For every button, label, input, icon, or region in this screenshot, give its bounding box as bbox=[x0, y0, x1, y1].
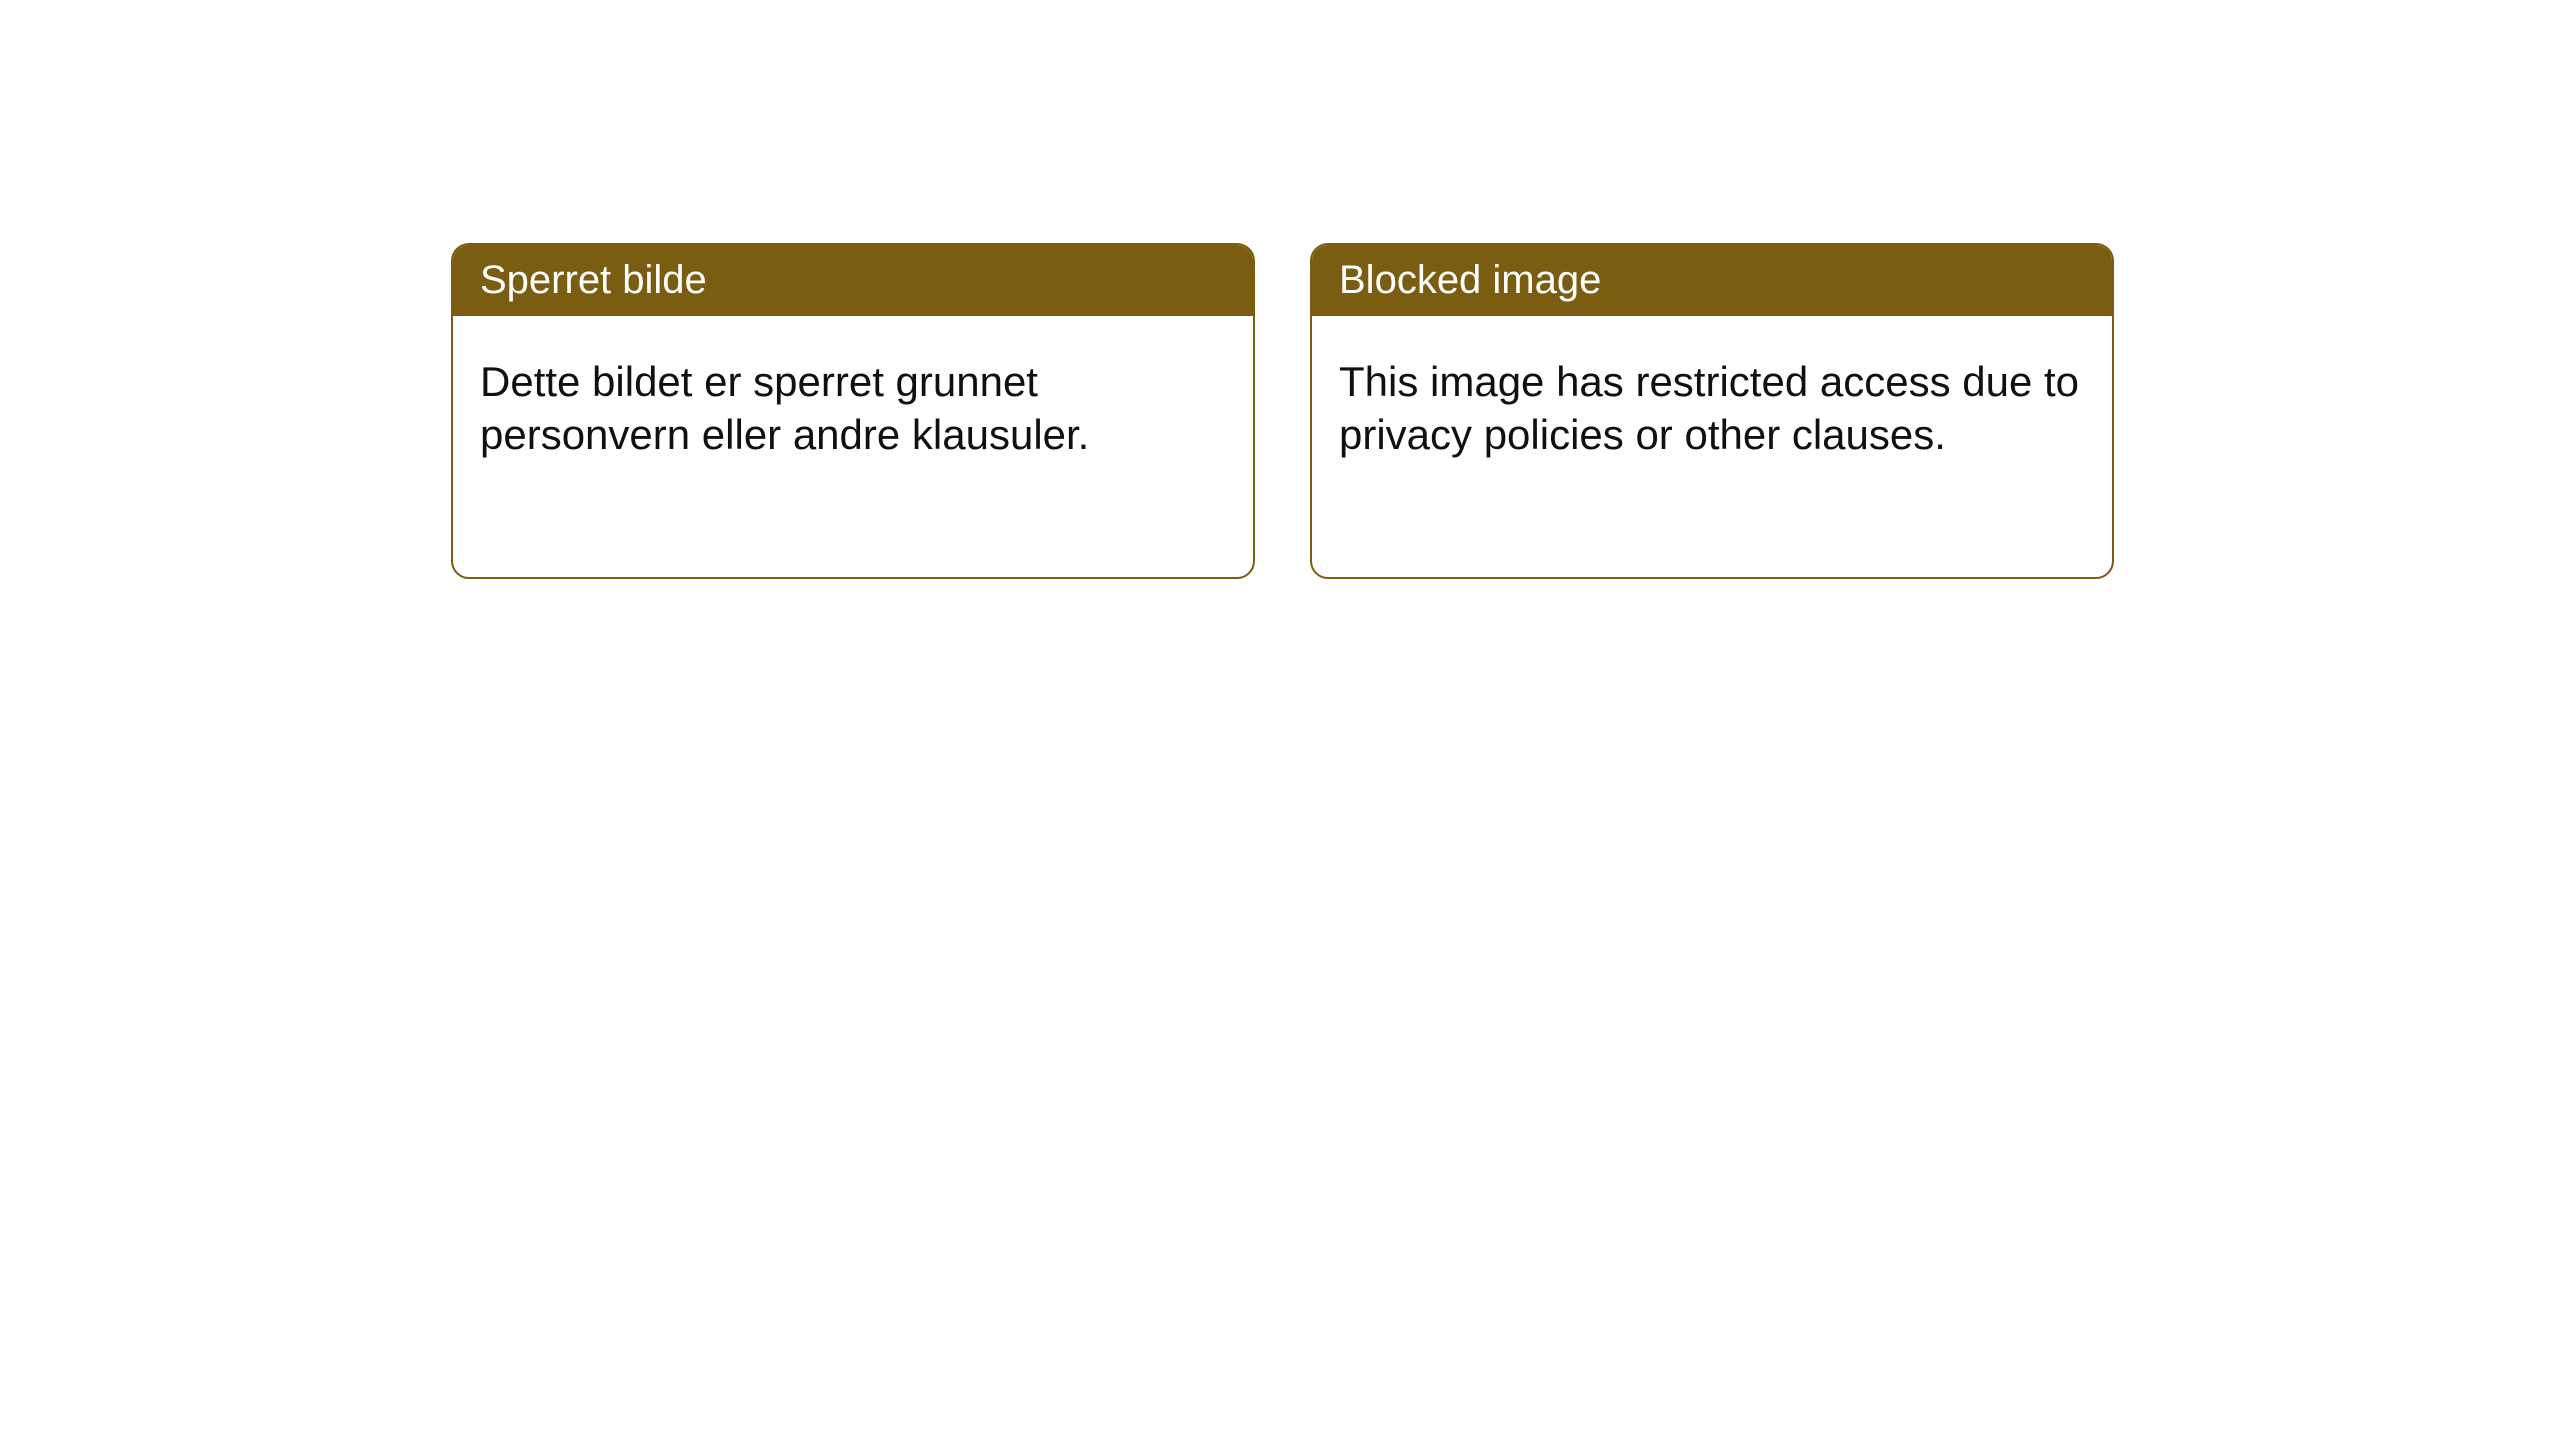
notice-card-norwegian: Sperret bilde Dette bildet er sperret gr… bbox=[451, 243, 1255, 579]
notice-card-container: Sperret bilde Dette bildet er sperret gr… bbox=[451, 243, 2114, 579]
notice-card-english: Blocked image This image has restricted … bbox=[1310, 243, 2114, 579]
card-body-text: Dette bildet er sperret grunnet personve… bbox=[480, 358, 1089, 458]
card-header-text: Sperret bilde bbox=[480, 258, 707, 302]
card-header: Sperret bilde bbox=[453, 245, 1253, 316]
card-header-text: Blocked image bbox=[1339, 258, 1601, 302]
card-body-text: This image has restricted access due to … bbox=[1339, 358, 2079, 458]
card-body: Dette bildet er sperret grunnet personve… bbox=[453, 316, 1253, 501]
card-body: This image has restricted access due to … bbox=[1312, 316, 2112, 501]
card-header: Blocked image bbox=[1312, 245, 2112, 316]
